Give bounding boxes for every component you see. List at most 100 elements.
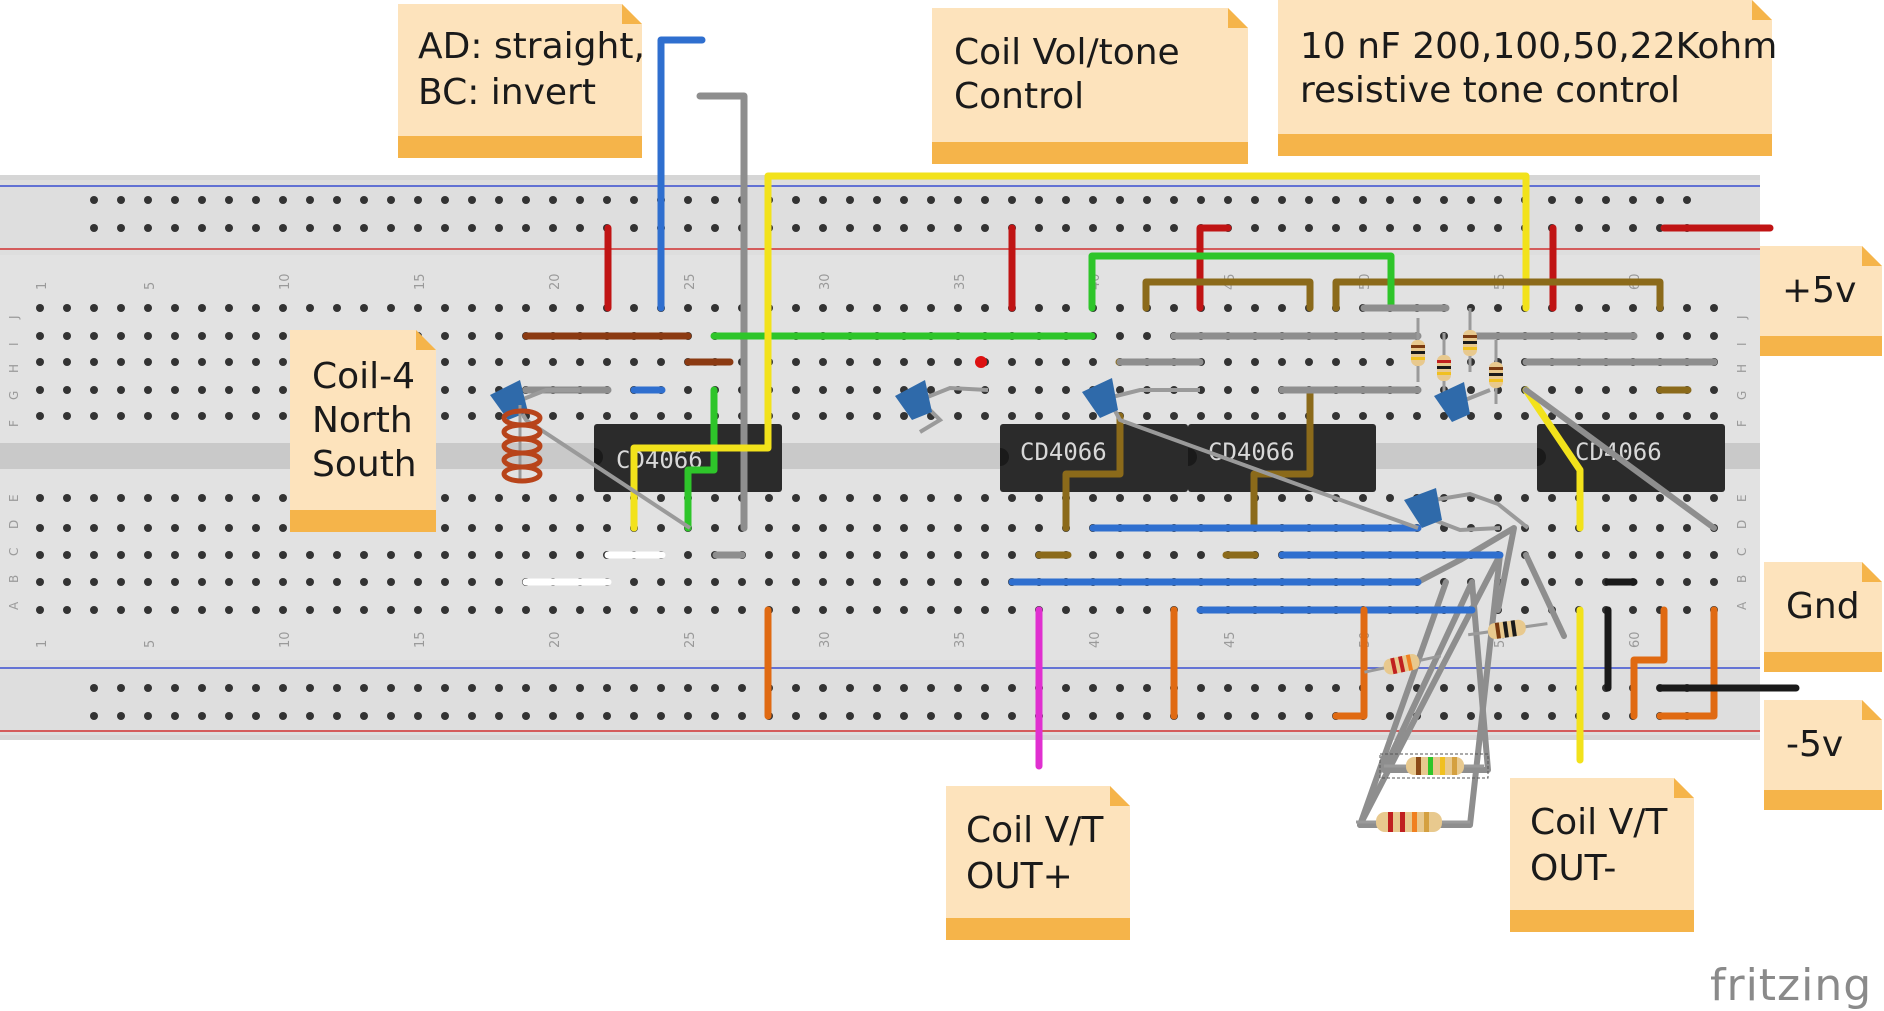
breadboard-hole[interactable] xyxy=(927,196,935,204)
breadboard-hole[interactable] xyxy=(1278,196,1286,204)
breadboard-hole[interactable] xyxy=(1143,551,1151,559)
breadboard-hole[interactable] xyxy=(711,712,719,720)
breadboard-hole[interactable] xyxy=(1521,412,1529,420)
breadboard-hole[interactable] xyxy=(927,712,935,720)
breadboard-hole[interactable] xyxy=(1602,304,1610,312)
breadboard-hole[interactable] xyxy=(846,684,854,692)
breadboard-hole[interactable] xyxy=(657,494,665,502)
breadboard-hole[interactable] xyxy=(441,358,449,366)
breadboard-hole[interactable] xyxy=(225,332,233,340)
breadboard-hole[interactable] xyxy=(792,412,800,420)
breadboard-hole[interactable] xyxy=(468,304,476,312)
breadboard-hole[interactable] xyxy=(1008,494,1016,502)
breadboard-hole[interactable] xyxy=(387,578,395,586)
breadboard-hole[interactable] xyxy=(144,684,152,692)
breadboard-hole[interactable] xyxy=(360,224,368,232)
breadboard-hole[interactable] xyxy=(414,551,422,559)
breadboard-hole[interactable] xyxy=(1035,196,1043,204)
breadboard-hole[interactable] xyxy=(90,606,98,614)
breadboard-hole[interactable] xyxy=(225,712,233,720)
breadboard-hole[interactable] xyxy=(576,304,584,312)
breadboard-hole[interactable] xyxy=(414,304,422,312)
breadboard-hole[interactable] xyxy=(306,712,314,720)
breadboard-hole[interactable] xyxy=(1305,196,1313,204)
breadboard-hole[interactable] xyxy=(927,524,935,532)
breadboard-hole[interactable] xyxy=(468,224,476,232)
note-minus-5v[interactable]: -5v xyxy=(1764,700,1882,810)
breadboard-hole[interactable] xyxy=(1440,196,1448,204)
breadboard-hole[interactable] xyxy=(1062,684,1070,692)
breadboard-hole[interactable] xyxy=(1494,412,1502,420)
breadboard-hole[interactable] xyxy=(387,304,395,312)
breadboard-hole[interactable] xyxy=(1548,712,1556,720)
breadboard-hole[interactable] xyxy=(603,494,611,502)
breadboard-hole[interactable] xyxy=(90,578,98,586)
breadboard-hole[interactable] xyxy=(927,551,935,559)
breadboard-hole[interactable] xyxy=(225,196,233,204)
breadboard-hole[interactable] xyxy=(1008,712,1016,720)
breadboard-hole[interactable] xyxy=(819,386,827,394)
breadboard-hole[interactable] xyxy=(1089,196,1097,204)
breadboard-hole[interactable] xyxy=(117,551,125,559)
capacitor[interactable] xyxy=(895,380,989,434)
breadboard-hole[interactable] xyxy=(819,578,827,586)
note-out-plus[interactable]: Coil V/T OUT+ xyxy=(946,786,1130,940)
breadboard-hole[interactable] xyxy=(549,358,557,366)
breadboard-hole[interactable] xyxy=(792,551,800,559)
breadboard-hole[interactable] xyxy=(792,606,800,614)
wire-gray[interactable] xyxy=(1523,387,1717,531)
breadboard-hole[interactable] xyxy=(657,524,665,532)
breadboard-hole[interactable] xyxy=(468,684,476,692)
breadboard-hole[interactable] xyxy=(873,578,881,586)
breadboard-hole[interactable] xyxy=(1089,712,1097,720)
breadboard-hole[interactable] xyxy=(684,412,692,420)
breadboard-hole[interactable] xyxy=(1413,412,1421,420)
breadboard-hole[interactable] xyxy=(684,712,692,720)
breadboard-hole[interactable] xyxy=(117,578,125,586)
breadboard-hole[interactable] xyxy=(522,606,530,614)
breadboard-hole[interactable] xyxy=(1278,712,1286,720)
breadboard-hole[interactable] xyxy=(1521,712,1529,720)
breadboard-hole[interactable] xyxy=(1683,412,1691,420)
breadboard-hole[interactable] xyxy=(846,358,854,366)
breadboard-hole[interactable] xyxy=(1548,386,1556,394)
breadboard-hole[interactable] xyxy=(900,304,908,312)
breadboard-hole[interactable] xyxy=(819,304,827,312)
breadboard-hole[interactable] xyxy=(1035,412,1043,420)
breadboard-hole[interactable] xyxy=(603,196,611,204)
breadboard-hole[interactable] xyxy=(279,606,287,614)
breadboard-hole[interactable] xyxy=(630,224,638,232)
breadboard-hole[interactable] xyxy=(954,551,962,559)
ic-chip-3[interactable]: CD4066 xyxy=(1188,424,1376,492)
breadboard-hole[interactable] xyxy=(1521,494,1529,502)
breadboard-hole[interactable] xyxy=(603,412,611,420)
breadboard-hole[interactable] xyxy=(36,412,44,420)
breadboard-hole[interactable] xyxy=(981,224,989,232)
breadboard-hole[interactable] xyxy=(1629,494,1637,502)
breadboard-hole[interactable] xyxy=(522,358,530,366)
breadboard-hole[interactable] xyxy=(873,712,881,720)
breadboard-hole[interactable] xyxy=(819,606,827,614)
breadboard-hole[interactable] xyxy=(792,224,800,232)
breadboard-hole[interactable] xyxy=(1440,684,1448,692)
breadboard-hole[interactable] xyxy=(1251,684,1259,692)
breadboard-hole[interactable] xyxy=(846,578,854,586)
breadboard-hole[interactable] xyxy=(1278,224,1286,232)
breadboard-hole[interactable] xyxy=(144,304,152,312)
capacitor[interactable] xyxy=(1082,378,1419,530)
breadboard-hole[interactable] xyxy=(981,551,989,559)
breadboard-hole[interactable] xyxy=(252,494,260,502)
breadboard-hole[interactable] xyxy=(576,412,584,420)
breadboard-hole[interactable] xyxy=(36,358,44,366)
wire-yellow-top[interactable] xyxy=(764,172,1530,312)
breadboard-hole[interactable] xyxy=(1305,712,1313,720)
breadboard-hole[interactable] xyxy=(711,606,719,614)
breadboard-hole[interactable] xyxy=(63,304,71,312)
breadboard-hole[interactable] xyxy=(279,332,287,340)
breadboard-hole[interactable] xyxy=(1656,196,1664,204)
breadboard-hole[interactable] xyxy=(1548,196,1556,204)
breadboard-hole[interactable] xyxy=(1710,304,1718,312)
breadboard-hole[interactable] xyxy=(954,196,962,204)
breadboard-hole[interactable] xyxy=(1629,551,1637,559)
breadboard-hole[interactable] xyxy=(630,684,638,692)
